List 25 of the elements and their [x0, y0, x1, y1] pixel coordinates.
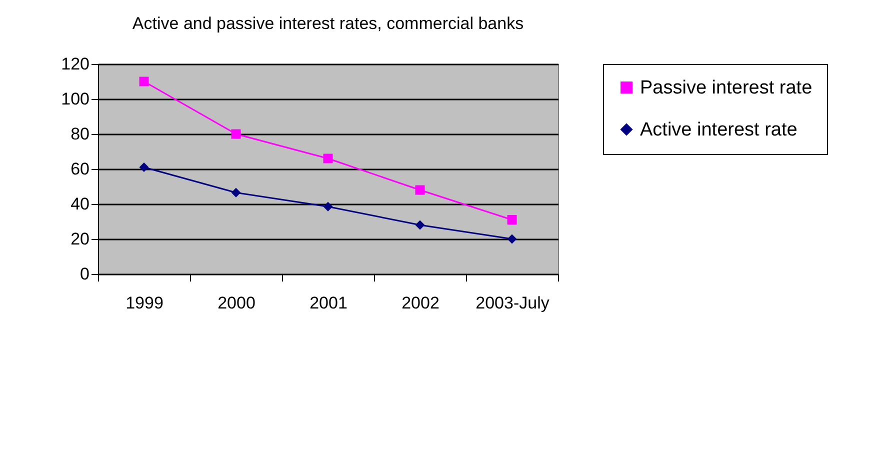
- x-tick-label: 2001: [310, 294, 348, 312]
- y-tick-label: 120: [61, 54, 90, 74]
- y-tick-label: 40: [70, 194, 90, 214]
- y-tick-label: 20: [70, 230, 90, 248]
- point: [507, 215, 517, 224]
- y-tick-label: 100: [61, 90, 90, 108]
- y-tick-label: 80: [70, 124, 90, 144]
- legend-label: Active interest rate: [640, 120, 798, 140]
- point: [415, 185, 425, 195]
- point: [231, 188, 241, 198]
- x-tick-label: 1999: [126, 294, 164, 312]
- point: [139, 162, 149, 172]
- x-tick-label: 2000: [218, 294, 256, 312]
- point: [139, 76, 149, 86]
- chart-title: Active and passive interest rates, commercial banks: [132, 14, 524, 33]
- point: [507, 234, 517, 244]
- point: [231, 129, 241, 139]
- y-tick-label: 60: [70, 160, 90, 178]
- y-tick-label: 0: [80, 264, 90, 284]
- x-tick-label: 2002: [402, 294, 440, 312]
- legend-label: Passive interest rate: [640, 78, 812, 98]
- point: [415, 220, 425, 230]
- point: [323, 154, 333, 164]
- point: [323, 202, 333, 212]
- x-tick-label: 2003-July: [476, 294, 550, 312]
